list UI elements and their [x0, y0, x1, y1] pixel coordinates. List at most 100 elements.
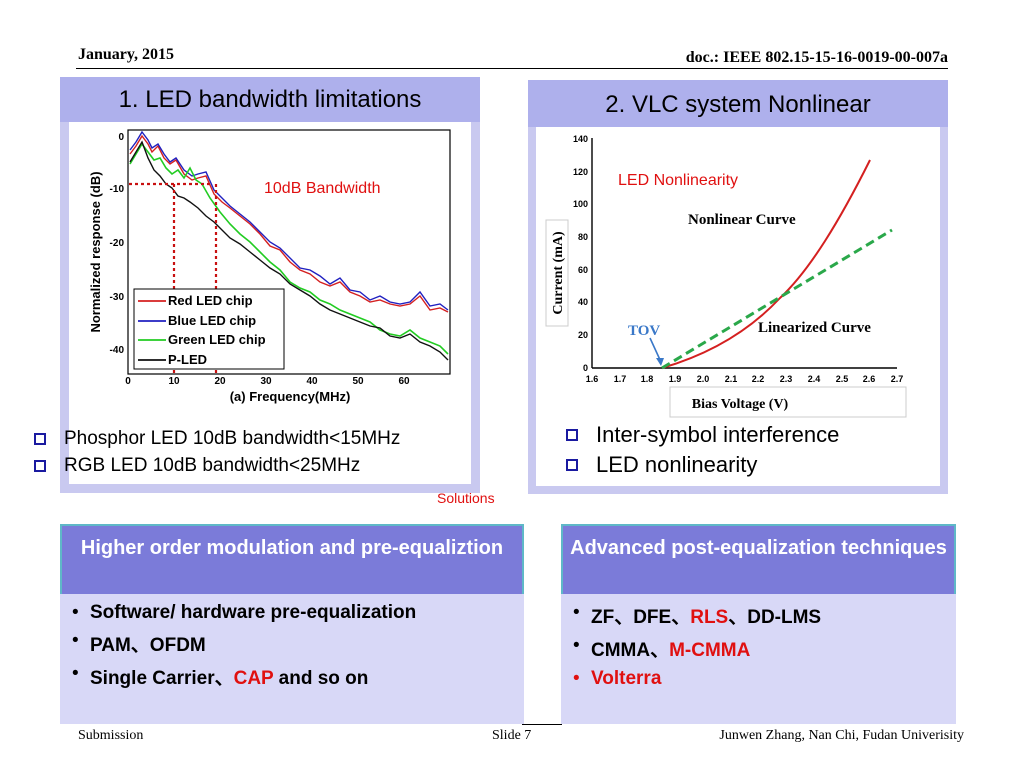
bullet-led-nonlinearity: LED nonlinearity: [566, 452, 757, 478]
box-right-header: Advanced post-equalization techniques: [561, 524, 956, 594]
panel-vlc-nonlinear: 2. VLC system Nonlinear: [528, 80, 948, 494]
bullet-text: Inter-symbol interference: [596, 422, 840, 447]
bullet-text: LED nonlinearity: [596, 452, 758, 477]
highlight-text: CAP: [233, 668, 274, 689]
legend-label-blue: Blue LED chip: [168, 313, 256, 328]
square-bullet-icon: [566, 429, 578, 441]
box-left-header: Higher order modulation and pre-equalizt…: [60, 524, 524, 594]
chart-right-xtick: 1.9: [669, 374, 682, 384]
item-text: ZF、DFE、: [591, 607, 691, 628]
chart-right-xtick: 1.7: [614, 374, 627, 384]
legend-label-pled: P-LED: [168, 352, 207, 367]
chart-right-ytick: 120: [573, 167, 588, 177]
chart-left-xlabel: (a) Frequency(MHz): [230, 389, 351, 404]
footer-submission: Submission: [78, 728, 144, 743]
box-left-list: Software/ hardware pre-equalization PAM、O…: [60, 602, 524, 690]
chart-right-ytick: 60: [578, 265, 588, 275]
chart-right-ytick: 20: [578, 330, 588, 340]
chart-right-xtick: 2.2: [752, 374, 765, 384]
series-blue-led: [129, 130, 449, 311]
item-text: PAM、OFDM: [90, 635, 206, 656]
chart-left-ytick: -20: [110, 238, 125, 249]
item-text: and so on: [273, 668, 369, 689]
chart-right-xtick: 1.6: [586, 374, 599, 384]
chart-right-xtick: 2.3: [780, 374, 793, 384]
chart-right-xtick: 2.4: [808, 374, 821, 384]
bullet-rgb: RGB LED 10dB bandwidth<25MHz: [34, 455, 360, 477]
footer-authors: Junwen Zhang, Nan Chi, Fudan Univerisity: [719, 728, 964, 743]
chart-right-ytick: 40: [578, 297, 588, 307]
panel-right-content: [536, 127, 940, 486]
list-item: Volterra: [561, 668, 956, 690]
panel-left-title: 1. LED bandwidth limitations: [60, 77, 480, 122]
legend-label-red: Red LED chip: [168, 293, 253, 308]
item-text: 、DD-LMS: [728, 607, 822, 628]
chart-left-ytick: 0: [118, 132, 124, 143]
chart-right-ytick: 100: [573, 199, 588, 209]
chart-right-ylabel: Current (mA): [551, 231, 566, 315]
list-item: Single Carrier、CAP and so on: [60, 663, 524, 690]
box-left-title: Higher order modulation and pre-equalizt…: [80, 537, 504, 559]
chart-left-xtick: 0: [125, 376, 131, 387]
chart-left-xtick: 30: [260, 376, 272, 387]
label-tov: TOV: [628, 323, 660, 339]
legend-label-green: Green LED chip: [168, 332, 266, 347]
list-item: ZF、DFE、RLS、DD-LMS: [561, 602, 956, 629]
label-linearized-curve: Linearized Curve: [758, 320, 871, 336]
box-right-list: ZF、DFE、RLS、DD-LMS CMMA、M-CMMA Volterra: [561, 602, 956, 690]
chart-right-ytick: 80: [578, 232, 588, 242]
chart-left-xtick: 10: [168, 376, 180, 387]
footer-rule: [522, 724, 562, 725]
list-item: CMMA、M-CMMA: [561, 635, 956, 662]
header-date: January, 2015: [78, 46, 175, 63]
bullet-text: RGB LED 10dB bandwidth<25MHz: [64, 455, 361, 476]
annotation-10db-bandwidth: 10dB Bandwidth: [264, 180, 381, 197]
panel-right-title: 2. VLC system Nonlinear: [528, 80, 948, 127]
highlight-text: Volterra: [591, 668, 662, 689]
list-item: PAM、OFDM: [60, 630, 524, 657]
chart-right-xtick: 2.0: [697, 374, 710, 384]
chart-left-xtick: 40: [306, 376, 318, 387]
solutions-label: Solutions: [437, 490, 495, 506]
chart-left-xtick: 20: [214, 376, 226, 387]
annotation-led-nonlinearity: LED Nonlinearity: [618, 172, 739, 189]
footer-slide-number: Slide 7: [492, 728, 532, 743]
tov-arrowhead: [656, 358, 664, 366]
series-red-led: [129, 134, 449, 313]
label-nonlinear-curve: Nonlinear Curve: [688, 212, 796, 228]
bullet-phosphor: Phosphor LED 10dB bandwidth<15MHz: [34, 428, 400, 450]
item-text: Single Carrier、: [90, 668, 234, 689]
chart-right-ylabel-box: [545, 219, 569, 327]
square-bullet-icon: [34, 433, 46, 445]
list-item: Software/ hardware pre-equalization: [60, 602, 524, 624]
box-left-body: Software/ hardware pre-equalization PAM、O…: [60, 594, 524, 724]
square-bullet-icon: [566, 459, 578, 471]
chart-right-ytick: 140: [573, 134, 588, 144]
chart-right-xlabel-box: [669, 386, 907, 418]
chart-left-ytick: -40: [110, 345, 125, 356]
chart-left-ytick: -30: [110, 292, 125, 303]
chart-left-xtick: 50: [352, 376, 364, 387]
chart-left-ylabel: Normalized response (dB): [88, 171, 103, 332]
highlight-text: RLS: [690, 607, 729, 628]
chart-right-xlabel: Bias Voltage (V): [692, 397, 789, 412]
box-right-body: ZF、DFE、RLS、DD-LMS CMMA、M-CMMA Volterra: [561, 594, 956, 724]
chart-right-xtick: 2.7: [891, 374, 904, 384]
highlight-text: M-CMMA: [669, 640, 751, 661]
header-rule: [76, 68, 948, 69]
chart-right-xtick: 2.1: [725, 374, 738, 384]
chart-right-ytick: 0: [583, 363, 588, 373]
bullet-text: Phosphor LED 10dB bandwidth<15MHz: [64, 428, 401, 449]
chart-right-xtick: 2.6: [863, 374, 876, 384]
item-text: Software/ hardware pre-equalization: [90, 602, 417, 623]
item-text: CMMA、: [591, 640, 670, 661]
chart-left-xtick: 60: [398, 376, 410, 387]
chart-led-bandwidth: 0 -10 -20 -30 -40 0 10 20 30 40 50 60 (a…: [88, 129, 451, 404]
series-linearized-curve: [661, 228, 893, 370]
box-right-title: Advanced post-equalization techniques: [570, 537, 947, 559]
chart-vlc-nonlinear: 0 20 40 60 80 100 120 140 1.6 1.7 1.8 1.…: [545, 134, 907, 418]
bullet-isi: Inter-symbol interference: [566, 422, 839, 448]
series-green-led: [129, 142, 449, 355]
chart-left-legend: [133, 288, 285, 370]
chart-left-ytick: -10: [110, 184, 125, 195]
